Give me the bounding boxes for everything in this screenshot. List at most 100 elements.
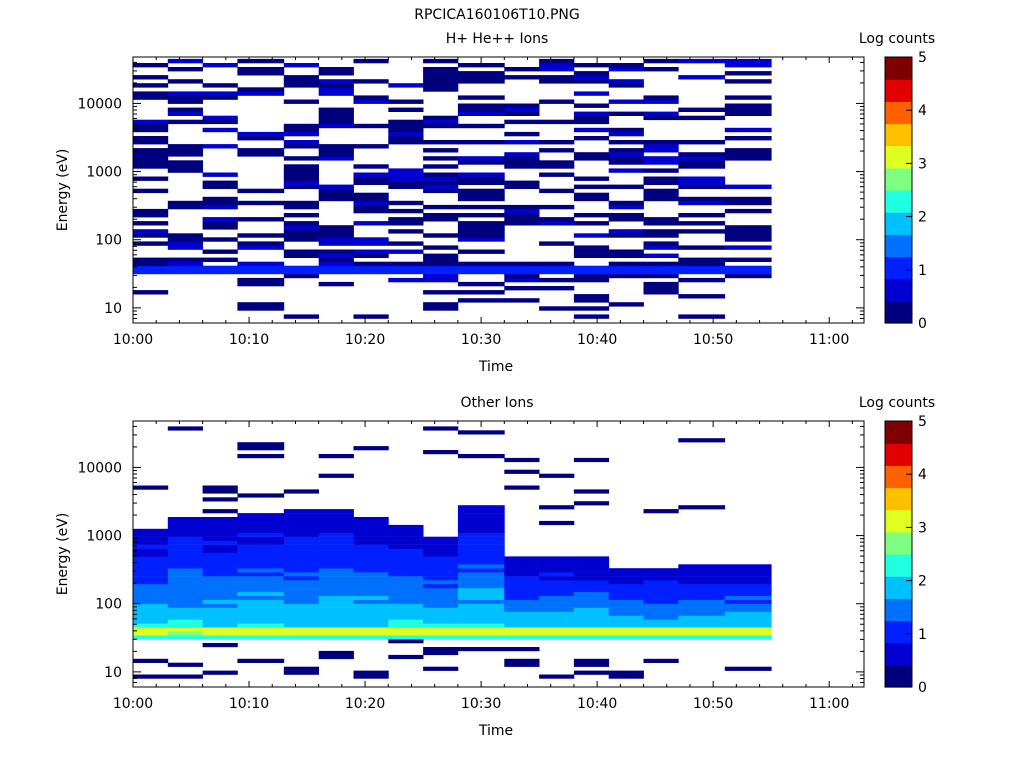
heatmap-cell xyxy=(133,576,169,581)
colorbar-swatch xyxy=(885,216,912,222)
heatmap-cell xyxy=(133,95,169,100)
heatmap-cell xyxy=(643,241,679,246)
heatmap-cell xyxy=(504,277,540,283)
heatmap-cell xyxy=(318,623,354,628)
colorbar-swatch xyxy=(885,123,912,129)
heatmap-cell xyxy=(283,536,319,541)
heatmap-cell xyxy=(608,273,644,279)
heatmap-cell xyxy=(423,595,459,600)
heatmap-cell xyxy=(318,473,354,478)
heatmap-cell xyxy=(423,58,459,64)
heatmap-cell xyxy=(573,136,610,141)
colorbar-swatch xyxy=(885,105,912,111)
colorbar-swatch xyxy=(885,305,912,311)
heatmap-cell xyxy=(202,623,238,628)
heatmap-cell xyxy=(504,103,540,108)
heatmap-cell xyxy=(573,623,610,628)
heatmap-cell xyxy=(608,213,644,218)
heatmap-cell xyxy=(608,674,644,679)
colorbar-tick-label: 3 xyxy=(918,520,927,536)
colorbar-swatch xyxy=(885,522,912,528)
heatmap-cell xyxy=(388,619,424,624)
heatmap-cell xyxy=(167,99,203,104)
heatmap-cell xyxy=(643,245,679,250)
heatmap-cell xyxy=(643,196,679,202)
heatmap-cell xyxy=(202,144,238,149)
heatmap-cell xyxy=(353,536,389,541)
heatmap-cell xyxy=(573,560,610,565)
heatmap-cell xyxy=(388,532,424,537)
colorbar-label: Log counts xyxy=(859,395,935,411)
heatmap-cell xyxy=(388,603,424,608)
heatmap-cell xyxy=(724,607,772,612)
heatmap-cell xyxy=(133,611,169,616)
y-tick-label: 10 xyxy=(104,665,122,681)
heatmap-cell xyxy=(423,536,459,541)
heatmap-cell xyxy=(167,168,203,173)
heatmap-cell xyxy=(504,217,540,222)
heatmap-cell xyxy=(318,249,354,254)
heatmap-cell xyxy=(423,180,459,185)
heatmap-cell xyxy=(678,180,726,185)
heatmap-cell xyxy=(457,176,505,181)
x-axis-label: Time xyxy=(478,723,513,739)
heatmap-cell xyxy=(237,281,285,287)
colorbar-swatch xyxy=(885,421,912,427)
heatmap-cell xyxy=(167,568,203,573)
heatmap-cell xyxy=(353,670,389,675)
heatmap-cell xyxy=(724,580,772,585)
heatmap-cell xyxy=(353,635,389,640)
colorbar-swatch xyxy=(885,287,912,293)
heatmap-cell xyxy=(283,627,319,632)
heatmap-cell xyxy=(283,635,319,640)
heatmap-cell xyxy=(608,631,644,636)
colorbar-swatch xyxy=(885,682,912,688)
heatmap-cell xyxy=(608,591,644,596)
heatmap-cell xyxy=(678,261,726,267)
heatmap-cell xyxy=(388,528,424,533)
heatmap-cell xyxy=(353,615,389,620)
colorbar-swatch xyxy=(885,456,912,462)
heatmap-cell xyxy=(643,286,679,291)
colorbar-swatch xyxy=(885,110,912,116)
heatmap-cell xyxy=(504,568,540,573)
heatmap-cell xyxy=(724,111,772,116)
colorbar-swatch xyxy=(885,585,912,591)
heatmap-cell xyxy=(608,184,644,189)
heatmap-cell xyxy=(237,631,285,636)
heatmap-cell xyxy=(457,505,505,510)
heatmap-cell xyxy=(283,615,319,620)
colorbar-swatch xyxy=(885,243,912,249)
heatmap-cell xyxy=(133,552,169,557)
heatmap-cell xyxy=(167,520,203,526)
heatmap-cell xyxy=(678,603,726,608)
heatmap-cell xyxy=(608,576,644,581)
heatmap-cell xyxy=(608,595,644,600)
heatmap-cell xyxy=(608,568,644,573)
heatmap-cell xyxy=(353,568,389,573)
heatmap-cell xyxy=(457,599,505,604)
heatmap-cell xyxy=(133,152,169,157)
heatmap-cell xyxy=(678,115,726,121)
heatmap-cell xyxy=(573,249,610,254)
heatmap-cell xyxy=(539,674,575,679)
heatmap-cell xyxy=(353,269,389,275)
heatmap-cell xyxy=(643,627,679,632)
heatmap-cell xyxy=(423,552,459,557)
heatmap-cell xyxy=(202,200,238,206)
heatmap-cell xyxy=(643,269,679,275)
heatmap-cell xyxy=(318,67,354,72)
heatmap-cell xyxy=(608,580,644,585)
heatmap-cell xyxy=(318,71,354,76)
heatmap-cell xyxy=(237,591,285,596)
heatmap-cell xyxy=(573,580,610,585)
heatmap-cell xyxy=(202,607,238,612)
x-tick-label: 10:00 xyxy=(113,332,153,348)
colorbar-swatch xyxy=(885,580,912,586)
heatmap-cell xyxy=(353,540,389,545)
heatmap-cell xyxy=(724,156,772,161)
heatmap-cell xyxy=(643,229,679,234)
heatmap-cell xyxy=(423,306,459,311)
heatmap-cell xyxy=(283,200,319,206)
colorbar-swatch xyxy=(885,611,912,617)
